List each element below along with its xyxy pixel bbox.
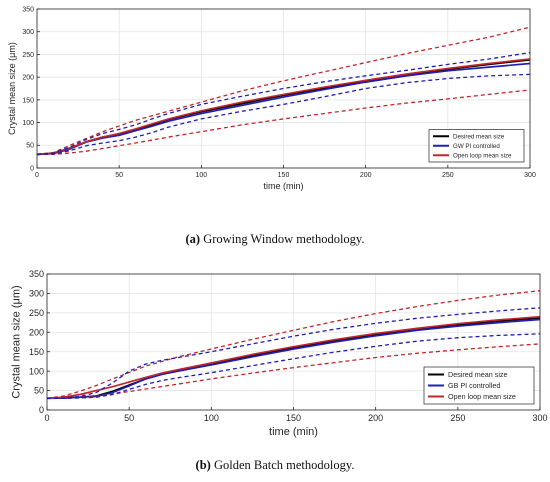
x-tick-label: 0: [35, 172, 39, 179]
dashed-bound-line: [47, 333, 541, 399]
dashed-bound-line: [46, 307, 541, 399]
y-tick-label: 150: [22, 97, 34, 104]
chart-golden-batch: 0 50 100 150 200 250 300 0 50 100 150 200 250 300 350 t…: [11, 269, 548, 438]
y-tick-label: 150: [29, 347, 44, 357]
x-tick-label: 50: [115, 172, 123, 179]
x-axis-label: time (min): [269, 426, 318, 438]
x-tick-label: 300: [532, 413, 547, 423]
series-line-2: [46, 318, 541, 400]
x-tick-label: 300: [524, 172, 536, 179]
caption-b-tag: (b): [195, 458, 211, 472]
x-tick-label: 250: [442, 172, 454, 179]
legend-label: Open loop mean size: [448, 392, 516, 401]
chart-growing-window: 0 50 100 150 200 250 300 0 50 100 150 200 250 300 350 t…: [7, 6, 536, 191]
x-tick-label: 150: [278, 172, 290, 179]
y-tick-label: 0: [39, 405, 44, 415]
caption-b-text: Golden Batch methodology.: [213, 458, 355, 472]
caption-a-text: Growing Window methodology.: [203, 232, 365, 246]
y-tick-label: 250: [22, 52, 34, 59]
dashed-bound-line: [37, 89, 531, 156]
legend-label: Open loop mean size: [453, 152, 512, 159]
y-tick-label: 200: [22, 75, 34, 82]
y-tick-label: 300: [29, 289, 44, 299]
legend-label: Desired mean size: [453, 133, 505, 140]
y-tick-label: 350: [29, 269, 44, 279]
legend-label: GB PI controlled: [448, 381, 500, 390]
x-tick-label: 150: [286, 413, 301, 423]
x-tick-label: 100: [204, 413, 219, 423]
caption-a-tag: (a): [185, 232, 201, 246]
series-line-3: [46, 315, 541, 400]
y-tick-label: 0: [30, 165, 34, 172]
series-line-3: [36, 58, 531, 156]
x-tick-label: 100: [195, 172, 207, 179]
dashed-bound-line: [36, 26, 531, 156]
dashed-bound-line: [47, 343, 541, 399]
x-axis-label: time (min): [264, 181, 304, 191]
legend-label: Desired mean size: [448, 370, 508, 379]
x-tick-label: 50: [124, 413, 134, 423]
y-tick-label: 100: [22, 120, 34, 127]
x-tick-label: 0: [44, 413, 49, 423]
y-axis-label: Crystal mean size (μm): [11, 285, 23, 398]
legend-label: GW PI controlled: [453, 143, 500, 150]
x-tick-label: 250: [450, 413, 465, 423]
y-axis-label: Crystal mean size (μm): [7, 42, 17, 135]
y-tick-label: 250: [29, 308, 44, 318]
y-tick-label: 50: [26, 143, 34, 150]
y-tick-label: 300: [22, 29, 34, 36]
y-tick-label: 350: [22, 6, 34, 13]
dashed-bound-line: [46, 290, 541, 399]
y-tick-label: 200: [29, 327, 44, 337]
x-tick-label: 200: [360, 172, 372, 179]
caption-b: (b) Golden Batch methodology.: [0, 458, 550, 473]
caption-a: (a) Growing Window methodology.: [0, 232, 550, 247]
y-tick-label: 100: [29, 366, 44, 376]
y-tick-label: 50: [34, 386, 44, 396]
x-tick-label: 200: [368, 413, 383, 423]
dashed-bound-line: [36, 51, 531, 156]
